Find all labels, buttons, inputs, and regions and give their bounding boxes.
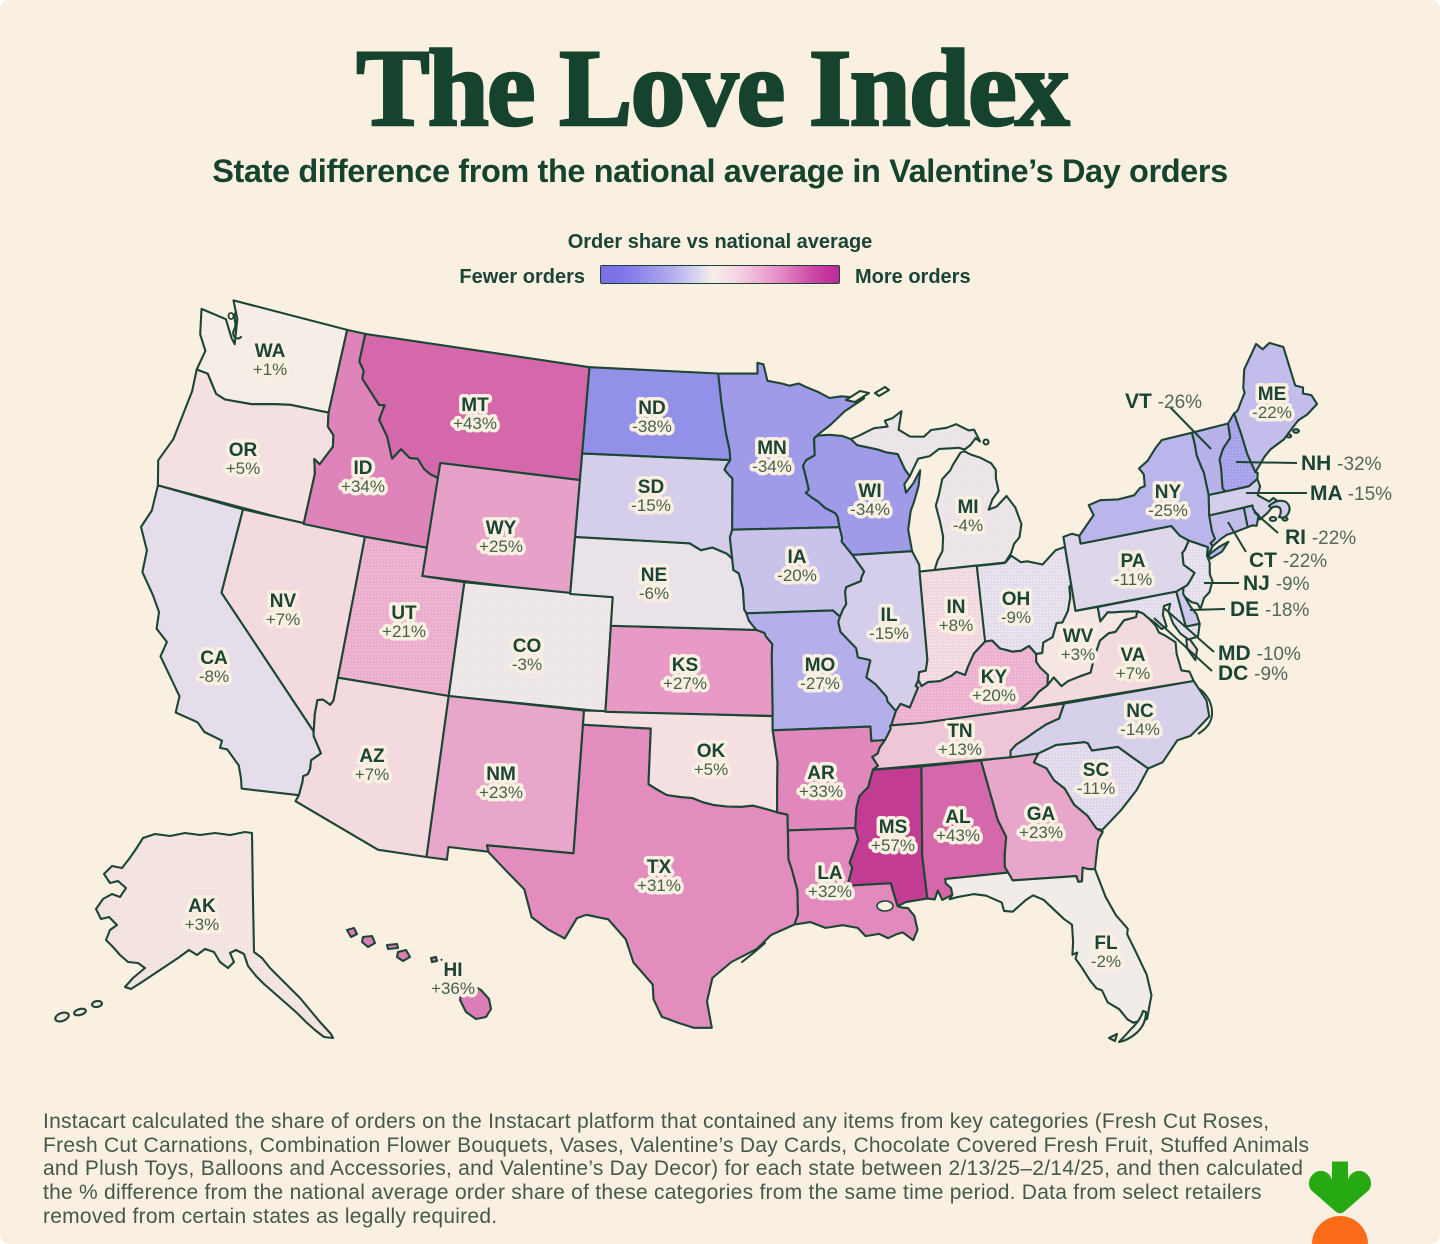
svg-text:ME: ME <box>1258 384 1287 405</box>
svg-text:-22%: -22% <box>1252 403 1292 422</box>
svg-text:-25%: -25% <box>1148 501 1188 520</box>
svg-text:SC: SC <box>1083 760 1110 781</box>
svg-text:FL: FL <box>1094 933 1118 954</box>
svg-text:AR: AR <box>807 763 835 784</box>
svg-text:MI: MI <box>957 497 978 518</box>
svg-text:MD -10%: MD -10% <box>1218 642 1301 665</box>
svg-text:MT: MT <box>461 395 489 416</box>
svg-text:TN: TN <box>947 721 972 742</box>
svg-text:+1%: +1% <box>253 360 288 379</box>
svg-text:AL: AL <box>945 807 971 828</box>
svg-text:-9%: -9% <box>1001 608 1031 627</box>
svg-text:CT -22%: CT -22% <box>1249 549 1327 572</box>
svg-text:MO: MO <box>805 655 836 676</box>
svg-text:-8%: -8% <box>199 667 229 686</box>
svg-text:NC: NC <box>1126 701 1154 722</box>
svg-text:HI: HI <box>444 960 463 981</box>
svg-text:IA: IA <box>788 547 807 568</box>
svg-text:OK: OK <box>697 741 726 762</box>
svg-text:PA: PA <box>1121 551 1146 572</box>
svg-text:+21%: +21% <box>382 622 426 641</box>
svg-text:ND: ND <box>638 398 665 419</box>
svg-text:KY: KY <box>981 667 1008 688</box>
svg-text:IN: IN <box>947 597 966 618</box>
svg-text:+33%: +33% <box>799 782 843 801</box>
svg-text:+32%: +32% <box>808 882 852 901</box>
svg-text:IL: IL <box>881 605 898 626</box>
svg-text:WV: WV <box>1063 626 1094 647</box>
svg-text:AK: AK <box>188 896 216 917</box>
svg-text:+20%: +20% <box>972 686 1016 705</box>
svg-text:+13%: +13% <box>938 740 982 759</box>
svg-text:+8%: +8% <box>939 616 974 635</box>
svg-text:CA: CA <box>200 648 228 669</box>
svg-text:RI -22%: RI -22% <box>1285 526 1356 549</box>
svg-text:+31%: +31% <box>637 876 681 895</box>
svg-text:-20%: -20% <box>777 566 817 585</box>
svg-text:NV: NV <box>270 591 297 612</box>
svg-text:WI: WI <box>858 481 881 502</box>
svg-text:-15%: -15% <box>631 496 671 515</box>
svg-text:DE -18%: DE -18% <box>1230 598 1309 621</box>
svg-text:SD: SD <box>638 477 664 498</box>
svg-text:VT -26%: VT -26% <box>1125 390 1202 413</box>
svg-text:-38%: -38% <box>632 417 672 436</box>
svg-text:+3%: +3% <box>1061 645 1096 664</box>
svg-text:DC -9%: DC -9% <box>1218 662 1288 685</box>
svg-text:+5%: +5% <box>226 459 261 478</box>
svg-text:AZ: AZ <box>359 746 385 767</box>
svg-text:+5%: +5% <box>694 760 729 779</box>
svg-text:WY: WY <box>486 518 517 539</box>
svg-text:-4%: -4% <box>953 516 983 535</box>
svg-text:-14%: -14% <box>1120 720 1160 739</box>
svg-text:MN: MN <box>757 438 787 459</box>
svg-text:LA: LA <box>817 863 843 884</box>
svg-text:NJ -9%: NJ -9% <box>1243 572 1310 595</box>
svg-text:KS: KS <box>672 655 698 676</box>
svg-text:+25%: +25% <box>479 537 523 556</box>
svg-text:GA: GA <box>1027 804 1056 825</box>
svg-text:MS: MS <box>879 817 908 838</box>
svg-text:-11%: -11% <box>1077 779 1115 798</box>
svg-text:-6%: -6% <box>639 584 669 603</box>
svg-text:+36%: +36% <box>431 979 475 998</box>
svg-text:+7%: +7% <box>355 765 390 784</box>
svg-text:ID: ID <box>354 458 373 479</box>
svg-text:NH -32%: NH -32% <box>1301 452 1382 475</box>
svg-text:NY: NY <box>1155 482 1182 503</box>
svg-text:WA: WA <box>255 341 286 362</box>
svg-text:NM: NM <box>486 764 516 785</box>
svg-text:UT: UT <box>391 603 417 624</box>
svg-text:+57%: +57% <box>871 836 915 855</box>
svg-text:CO: CO <box>513 636 542 657</box>
svg-text:OH: OH <box>1002 589 1031 610</box>
svg-text:OR: OR <box>229 440 258 461</box>
svg-text:-34%: -34% <box>850 500 890 519</box>
svg-text:-3%: -3% <box>512 655 542 674</box>
svg-text:-2%: -2% <box>1091 952 1121 971</box>
svg-text:+43%: +43% <box>453 414 497 433</box>
svg-text:+7%: +7% <box>1116 664 1151 683</box>
svg-text:+23%: +23% <box>1019 823 1063 842</box>
svg-text:+27%: +27% <box>663 674 707 693</box>
svg-text:NE: NE <box>641 565 667 586</box>
svg-text:+34%: +34% <box>341 477 385 496</box>
svg-text:-15%: -15% <box>869 624 909 643</box>
svg-text:VA: VA <box>1121 645 1146 666</box>
svg-text:+3%: +3% <box>185 915 220 934</box>
svg-text:+23%: +23% <box>479 783 523 802</box>
svg-text:+7%: +7% <box>266 610 301 629</box>
svg-text:MA -15%: MA -15% <box>1310 482 1392 505</box>
svg-text:+43%: +43% <box>936 826 980 845</box>
svg-text:-34%: -34% <box>752 457 792 476</box>
svg-text:TX: TX <box>647 857 672 878</box>
svg-text:-11%: -11% <box>1114 570 1152 589</box>
svg-text:-27%: -27% <box>800 674 840 693</box>
